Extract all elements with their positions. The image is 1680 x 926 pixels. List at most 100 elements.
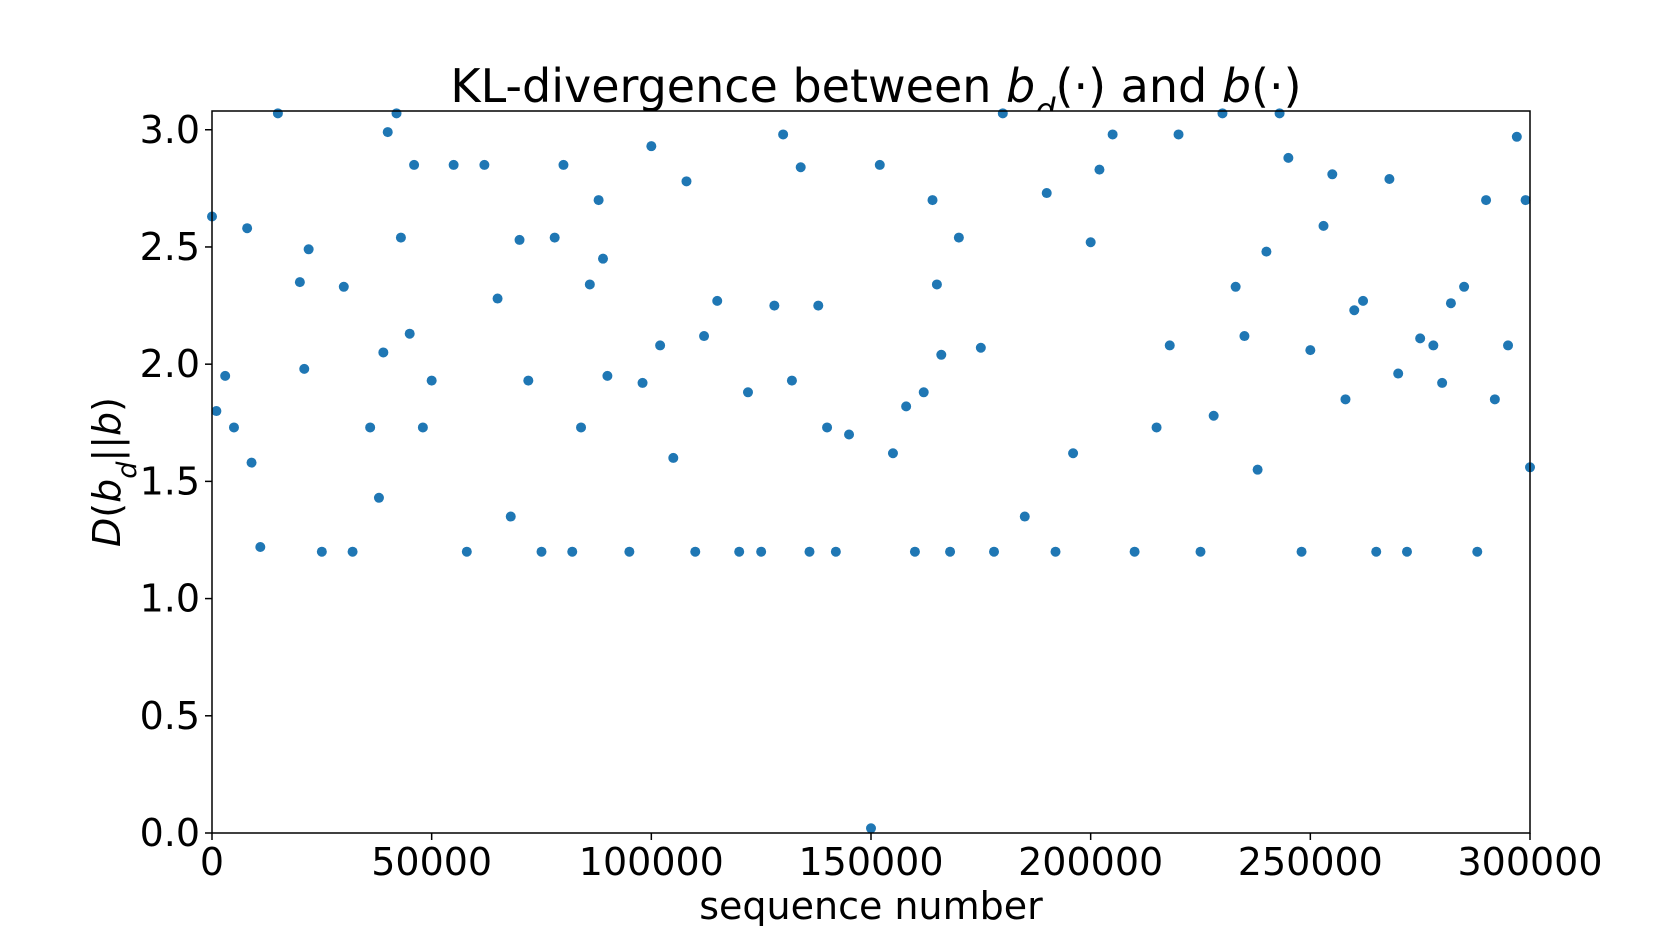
data-point <box>830 546 841 557</box>
y-tick-label: 1.5 <box>140 459 200 503</box>
x-axis: 0 50000 100000 150000 200000 250000 300000 <box>200 833 1603 884</box>
data-point <box>1261 246 1272 257</box>
data-point <box>742 387 753 398</box>
data-point <box>655 340 666 351</box>
data-point <box>1437 377 1448 388</box>
data-point <box>299 363 310 374</box>
data-point <box>1349 305 1360 316</box>
data-point <box>1445 298 1456 309</box>
data-point <box>1503 340 1514 351</box>
data-point <box>479 159 490 170</box>
data-point <box>593 195 604 206</box>
data-point <box>395 232 406 243</box>
data-point <box>584 279 595 290</box>
data-point <box>975 342 986 353</box>
data-point <box>426 375 437 386</box>
data-point <box>1384 173 1395 184</box>
data-point <box>1239 331 1250 342</box>
data-point <box>936 349 947 360</box>
data-point <box>1129 546 1140 557</box>
y-tick-label: 2.0 <box>140 342 200 386</box>
data-point <box>1274 108 1285 119</box>
data-point <box>778 129 789 140</box>
x-tick-label: 150000 <box>798 840 943 884</box>
data-point <box>1327 169 1338 180</box>
data-point <box>220 370 231 381</box>
data-point <box>549 232 560 243</box>
data-point <box>874 159 885 170</box>
data-point <box>294 277 305 288</box>
data-point <box>1358 295 1369 306</box>
data-point <box>712 295 723 306</box>
x-axis-title: sequence number <box>699 884 1043 926</box>
data-point <box>391 108 402 119</box>
data-point <box>365 422 376 433</box>
x-tick-label: 300000 <box>1457 840 1602 884</box>
data-point <box>822 422 833 433</box>
data-point <box>404 328 415 339</box>
data-point <box>756 546 767 557</box>
data-point <box>1340 394 1351 405</box>
chart-title: KL-divergence between bd(·) and b(·) <box>450 59 1301 129</box>
data-point <box>382 127 393 138</box>
data-point <box>492 293 503 304</box>
y-tick-label: 0.0 <box>140 811 200 855</box>
data-point <box>558 159 569 170</box>
data-point <box>303 244 314 255</box>
data-point <box>1459 281 1470 292</box>
data-point <box>769 300 780 311</box>
data-point <box>1068 448 1079 459</box>
data-point <box>699 331 710 342</box>
data-point <box>1371 546 1382 557</box>
data-point <box>901 401 912 412</box>
x-tick-label: 0 <box>200 840 224 884</box>
data-point <box>1107 129 1118 140</box>
plot-area <box>212 111 1530 833</box>
data-point <box>1041 188 1052 199</box>
data-point <box>211 406 222 417</box>
data-point <box>734 546 745 557</box>
data-point <box>461 546 472 557</box>
data-point <box>945 546 956 557</box>
data-point <box>1393 368 1404 379</box>
data-point <box>378 347 389 358</box>
data-point <box>927 195 938 206</box>
data-point <box>1094 164 1105 175</box>
data-point <box>505 511 516 522</box>
data-point <box>316 546 327 557</box>
y-tick-label: 3.0 <box>140 108 200 152</box>
data-point <box>448 159 459 170</box>
data-point <box>1230 281 1241 292</box>
data-point <box>786 375 797 386</box>
data-point <box>1151 422 1162 433</box>
data-point <box>1318 220 1329 231</box>
data-point <box>1428 340 1439 351</box>
data-point <box>514 234 525 245</box>
data-point <box>347 546 358 557</box>
data-point <box>866 823 876 834</box>
data-point <box>228 422 239 433</box>
data-point <box>646 141 657 152</box>
data-point <box>1283 152 1294 163</box>
data-point <box>417 422 428 433</box>
data-point <box>409 159 420 170</box>
data-point <box>242 223 253 234</box>
data-point <box>1164 340 1175 351</box>
data-point <box>1296 546 1307 557</box>
data-point <box>953 232 964 243</box>
data-point <box>1520 195 1531 206</box>
data-point <box>598 253 609 264</box>
data-point <box>576 422 587 433</box>
data-point <box>813 300 824 311</box>
data-point <box>1415 333 1426 344</box>
data-point <box>637 377 648 388</box>
data-point <box>887 448 898 459</box>
data-point <box>1085 237 1096 248</box>
data-point <box>255 542 266 553</box>
data-point <box>567 546 578 557</box>
data-point <box>1305 345 1316 356</box>
y-tick-label: 0.5 <box>140 694 200 738</box>
x-tick-label: 50000 <box>371 840 492 884</box>
x-tick-label: 250000 <box>1238 840 1383 884</box>
data-point <box>804 546 815 557</box>
